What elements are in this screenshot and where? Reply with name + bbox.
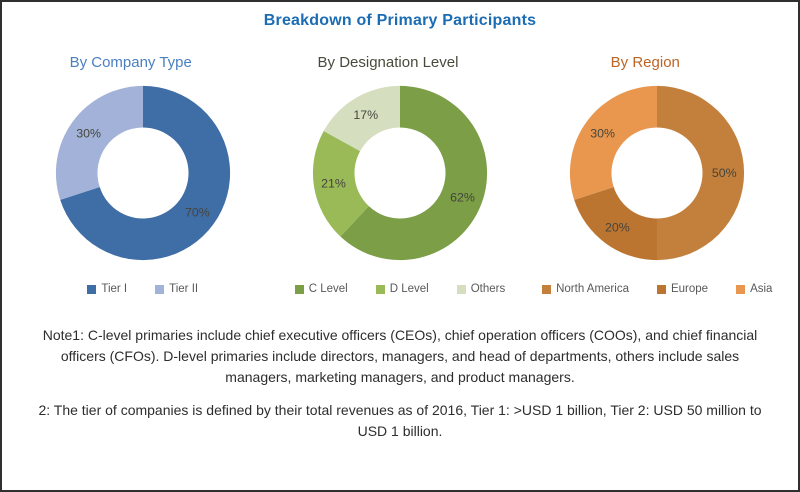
slice-north-america — [657, 85, 745, 261]
slice-asia — [570, 85, 658, 200]
legend-item-tier-i: Tier I — [87, 283, 127, 295]
chart-designation-level: By Designation Level 62% 21% 17% C Level D … — [273, 54, 526, 295]
chart-title-designation-level: By Designation Level — [317, 54, 459, 71]
legend-designation-level: C Level D Level Others — [294, 283, 506, 295]
note-1: Note1: C-level primaries include chief e… — [42, 327, 758, 385]
donut-by-region: 50% 20% 30% — [570, 85, 745, 261]
legend-item-others: Others — [456, 283, 506, 295]
slice-label-d-level: 21% — [321, 176, 346, 190]
slice-label-asia: 30% — [590, 126, 615, 140]
legend-label-others: Others — [470, 283, 506, 295]
chart-company-type: By Company Type 70% 30% Tier I Tier II — [16, 54, 269, 295]
slice-others — [323, 85, 400, 152]
legend-label-europe: Europe — [670, 283, 709, 295]
slice-label-europe: 20% — [605, 220, 630, 234]
legend-label-tier-i: Tier I — [101, 283, 128, 295]
page-title: Breakdown of Primary Participants — [263, 12, 537, 29]
legend-label-c-level: C Level — [308, 283, 348, 295]
donut-holder-company-type: 70% 30% — [49, 79, 237, 267]
slice-d-level — [312, 131, 369, 237]
slice-label-c-level: 62% — [450, 191, 475, 205]
slice-c-level — [340, 85, 488, 261]
notes-section: Note1: C-level primaries include chief e… — [2, 325, 798, 442]
donut-by-designation-level: 62% 21% 17% — [312, 85, 488, 261]
legend-swatch-europe — [656, 284, 666, 294]
legend-region: North America Europe Asia — [542, 283, 772, 295]
legend-item-north-america: North America — [542, 283, 629, 295]
chart-title-company-type: By Company Type — [69, 54, 192, 71]
slice-label-tier-ii: 30% — [76, 126, 101, 140]
slice-tier-i — [59, 85, 230, 261]
donut-holder-designation-level: 62% 21% 17% — [306, 79, 494, 267]
legend-item-tier-ii: Tier II — [155, 283, 198, 295]
note-2: 2: The tier of companies is defined by t… — [38, 402, 762, 439]
slice-europe — [574, 187, 658, 261]
chart-region: By Region 50% 20% 30% North America Europe A… — [531, 54, 784, 295]
legend-item-d-level: D Level — [375, 283, 429, 295]
legend-item-c-level: C Level — [294, 283, 348, 295]
donut-holder-region: 50% 20% 30% — [563, 79, 751, 267]
legend-swatch-asia — [736, 284, 746, 294]
slice-tier-ii — [55, 85, 143, 200]
legend-item-asia: Asia — [736, 283, 772, 295]
legend-swatch-c-level — [294, 284, 304, 294]
legend-item-europe: Europe — [656, 283, 709, 295]
slice-label-north-america: 50% — [712, 166, 737, 180]
legend-label-north-america: North America — [556, 283, 629, 295]
chart-title-region: By Region — [610, 54, 680, 71]
legend-swatch-others — [456, 284, 466, 294]
legend-label-d-level: D Level — [389, 283, 429, 295]
legend-company-type: Tier I Tier II — [87, 283, 198, 295]
legend-swatch-tier-i — [87, 284, 97, 294]
slice-label-tier-i: 70% — [185, 206, 210, 220]
legend-swatch-north-america — [542, 284, 552, 294]
legend-swatch-d-level — [375, 284, 385, 294]
legend-label-tier-ii: Tier II — [169, 283, 199, 295]
charts-row: By Company Type 70% 30% Tier I Tier II By … — [2, 54, 798, 295]
legend-swatch-tier-ii — [155, 284, 165, 294]
donut-by-company-type: 70% 30% — [55, 85, 230, 261]
legend-label-asia: Asia — [750, 283, 773, 295]
slice-label-others: 17% — [353, 108, 378, 122]
